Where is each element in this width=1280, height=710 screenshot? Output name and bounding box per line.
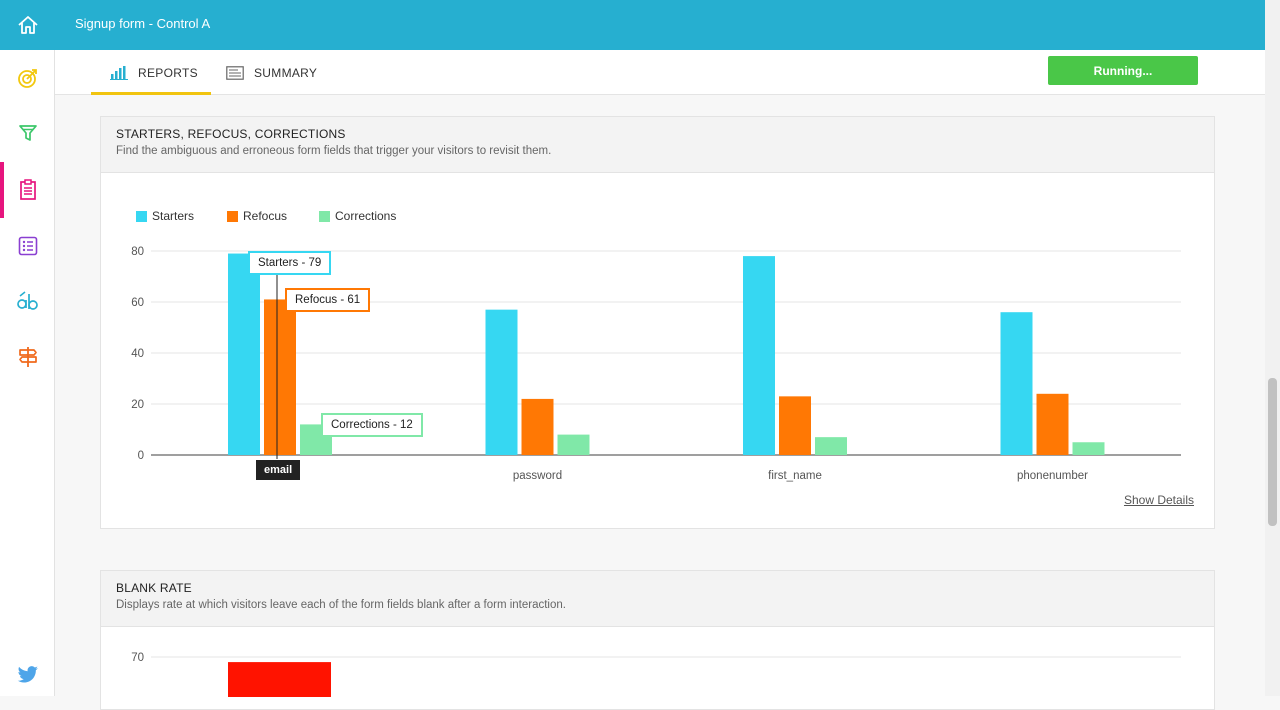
y-tick-label: 20	[131, 399, 144, 411]
tooltip-category: email	[256, 460, 301, 480]
bar-chart-icon	[110, 65, 128, 80]
document-icon	[226, 65, 244, 80]
blank-rate-panel: BLANK RATE Displays rate at which visito…	[100, 570, 1215, 710]
sidebar-item-journeys[interactable]	[0, 337, 55, 377]
bar-chart: 0 20 40 60 80 password first_name phonenumber	[131, 246, 1181, 482]
home-icon	[17, 16, 38, 34]
target-icon	[17, 69, 37, 88]
sidebar-item-forms[interactable]	[0, 162, 55, 218]
tooltip-corrections: Corrections - 12	[321, 413, 423, 437]
panel-header: BLANK RATE Displays rate at which visito…	[101, 571, 1214, 627]
tabs-bar: REPORTS SUMMARY Running...	[55, 50, 1265, 95]
running-status-button[interactable]: Running...	[1048, 56, 1198, 85]
panel-subtitle: Find the ambiguous and erroneous form fi…	[116, 145, 552, 157]
x-tick-label: first_name	[768, 470, 822, 482]
bar-refocus-phonenumber	[1036, 393, 1069, 455]
legend-label-refocus: Refocus	[243, 209, 288, 223]
legend-item-starters[interactable]: Starters	[136, 209, 194, 223]
bar-refocus-first_name	[779, 396, 811, 455]
tooltip-refocus: Refocus - 61	[285, 288, 371, 312]
legend-swatch-refocus	[227, 210, 238, 222]
blank-rate-chart: 70	[131, 652, 1181, 697]
panel-header: STARTERS, REFOCUS, CORRECTIONS Find the …	[101, 117, 1214, 173]
y-tick-label: 60	[131, 297, 144, 309]
sidebar-item-target[interactable]	[0, 58, 55, 98]
sidebar-item-ab-testing[interactable]	[0, 281, 55, 321]
legend-item-corrections[interactable]: Corrections	[319, 209, 396, 223]
x-tick-label: phonenumber	[1017, 470, 1088, 482]
twitter-link[interactable]	[17, 666, 39, 689]
chart-area: Starters Refocus Corrections 0 20 40 60 80 pa…	[101, 173, 1214, 528]
tab-reports[interactable]: REPORTS	[91, 50, 211, 95]
signpost-icon	[18, 347, 37, 367]
y-tick-label: 0	[138, 450, 144, 462]
page-title: Signup form - Control A	[75, 16, 211, 31]
legend-label-corrections: Corrections	[335, 209, 397, 223]
scrollbar-thumb[interactable]	[1268, 378, 1277, 526]
bar-corrections-first_name	[815, 437, 847, 455]
y-tick-label: 80	[131, 246, 144, 258]
x-tick-label: password	[513, 470, 562, 482]
panel-title: STARTERS, REFOCUS, CORRECTIONS	[116, 127, 346, 141]
y-tick-label: 70	[131, 652, 144, 664]
sidebar-item-surveys[interactable]	[0, 226, 55, 266]
bar-starters-password	[485, 309, 518, 455]
bar-corrections-password	[557, 434, 590, 455]
sidebar-item-funnel[interactable]	[0, 113, 55, 153]
show-details-link[interactable]: Show Details	[1123, 493, 1194, 507]
bar-starters-first_name	[743, 256, 775, 455]
tab-reports-label: REPORTS	[138, 65, 198, 80]
legend-label-starters: Starters	[152, 209, 195, 223]
tab-summary[interactable]: SUMMARY	[226, 50, 336, 95]
legend-item-refocus[interactable]: Refocus	[227, 209, 287, 223]
bar-refocus-email	[264, 299, 296, 455]
funnel-icon	[18, 125, 37, 141]
scrollbar-track[interactable]	[1265, 0, 1280, 696]
home-button[interactable]	[0, 0, 55, 50]
bar-starters-email	[228, 253, 260, 455]
tab-summary-label: SUMMARY	[254, 65, 318, 80]
legend-swatch-starters	[136, 210, 147, 222]
clipboard-icon	[19, 179, 36, 200]
panel-title: BLANK RATE	[116, 581, 192, 595]
starters-refocus-corrections-panel: STARTERS, REFOCUS, CORRECTIONS Find the …	[100, 116, 1215, 529]
bar-refocus-password	[521, 398, 554, 455]
sidebar	[0, 0, 55, 696]
y-tick-label: 40	[131, 348, 144, 360]
tooltip-starters: Starters - 79	[248, 251, 332, 275]
bar-blank-rate-email	[228, 662, 331, 697]
panel-subtitle: Displays rate at which visitors leave ea…	[116, 599, 566, 611]
legend-swatch-corrections	[319, 210, 330, 222]
bar-starters-phonenumber	[1000, 312, 1033, 455]
top-bar: Signup form - Control A	[55, 0, 1265, 50]
bar-corrections-phonenumber	[1072, 442, 1105, 455]
list-icon	[18, 236, 37, 256]
ab-test-icon	[16, 291, 38, 310]
twitter-icon	[17, 666, 38, 683]
